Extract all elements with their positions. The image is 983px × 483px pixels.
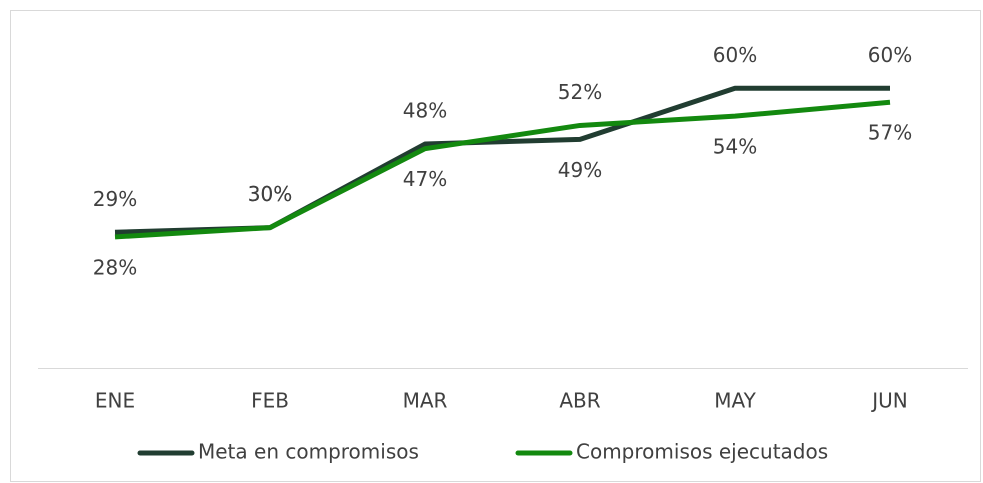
data-label: 52% xyxy=(558,80,602,104)
data-label: 30% xyxy=(248,182,292,206)
data-label: 28% xyxy=(93,255,137,279)
x-tick-label: ABR xyxy=(559,389,600,413)
data-label: 60% xyxy=(713,43,757,67)
data-label: 60% xyxy=(868,43,912,67)
series-line xyxy=(114,99,891,240)
data-label: 47% xyxy=(403,167,447,191)
x-tick-label: ENE xyxy=(95,389,135,413)
data-label: 29% xyxy=(93,187,137,211)
data-label: 54% xyxy=(713,135,757,159)
legend-label: Compromisos ejecutados xyxy=(576,440,828,464)
data-label: 48% xyxy=(403,99,447,123)
data-label: 57% xyxy=(868,121,912,145)
legend-label: Meta en compromisos xyxy=(198,440,419,464)
x-tick-label: MAY xyxy=(714,389,756,413)
data-label: 49% xyxy=(558,158,602,182)
data-label: 30% xyxy=(248,182,292,206)
x-tick-label: JUN xyxy=(870,389,908,413)
x-tick-label: MAR xyxy=(403,389,448,413)
x-tick-label: FEB xyxy=(251,389,289,413)
chart-frame xyxy=(10,10,981,482)
